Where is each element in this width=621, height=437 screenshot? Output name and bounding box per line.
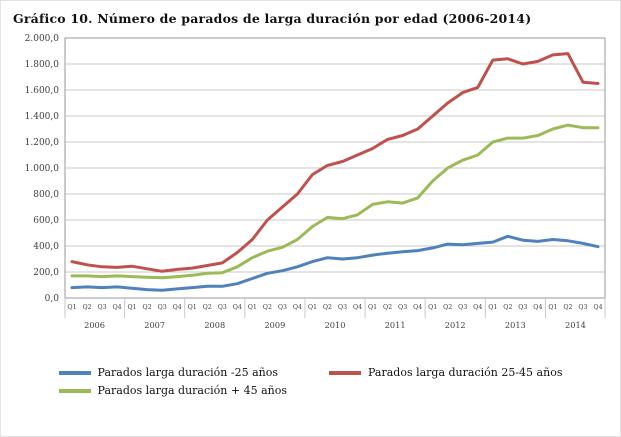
x-axis-quarter-label: Q3 [158,304,167,311]
y-axis-tick-label: 800,0 [33,190,59,200]
x-axis-quarter-label: Q1 [308,304,317,311]
x-axis-quarter-label: Q1 [548,304,557,311]
x-axis-quarter-label: Q1 [128,304,137,311]
legend-line-marker [58,370,91,375]
legend-item: Parados larga duración -25 años [58,366,287,379]
x-axis-year-label: 2006 [84,320,105,330]
x-axis-quarter-label: Q3 [398,304,407,311]
x-axis-quarter-label: Q2 [503,304,512,311]
series-line [70,52,600,273]
x-axis-year-label: 2012 [445,320,466,330]
x-axis-quarter-label: Q2 [263,304,272,311]
x-axis-quarter-label: Q4 [473,304,482,311]
x-axis-quarter-label: Q2 [383,304,392,311]
x-axis-quarter-label: Q2 [563,304,572,311]
y-axis-tick-label: 0,0 [45,294,60,304]
chart-area: 0,0 200,0 400,0 600,0 800,0 1.000,0 1.200,0 1.4… [7,30,616,364]
x-axis-quarter-label: Q2 [203,304,212,311]
x-axis-quarter-label: Q4 [233,304,242,311]
x-axis-quarter-label: Q3 [97,304,106,311]
x-axis-quarter-label: Q1 [428,304,437,311]
x-axis-year-label: 2011 [385,320,406,330]
x-axis-year-label: 2007 [144,320,165,330]
line-chart: 0,0 200,0 400,0 600,0 800,0 1.000,0 1.200,0 1.4… [25,34,606,330]
x-axis-quarter-label: Q3 [518,304,527,311]
x-axis-quarter-label: Q1 [188,304,197,311]
x-axis-quarter-label: Q4 [353,304,362,311]
x-axis-quarter-label: Q4 [173,304,182,311]
x-axis-year-label: 2010 [325,320,346,330]
x-axis-quarter-label: Q1 [67,304,76,311]
x-axis-quarter-label: Q3 [278,304,287,311]
legend-item: Parados larga duración + 45 años [58,384,287,397]
series-line [70,123,600,280]
x-axis-quarter-label: Q2 [82,304,91,311]
plot-frame [64,37,606,299]
y-axis-tick-label: 1.800,0 [25,60,60,70]
legend-line-marker [329,370,361,375]
y-axis-tick-label: 1.200,0 [25,138,60,148]
x-axis-quarter-label: Q1 [368,304,377,311]
legend-label: Parados larga duración -25 años [97,366,278,379]
x-axis-quarter-label: Q4 [293,304,302,311]
legend-label: Parados larga duración 25-45 años [368,366,563,379]
x-axis-year-label: 2008 [204,320,225,330]
x-axis-year-label: 2013 [505,320,526,330]
x-axis-quarter-label: Q4 [413,304,422,311]
y-axis-tick-label: 400,0 [33,242,59,252]
x-axis-quarter-label: Q4 [593,304,602,311]
x-axis-year-label: 2009 [264,320,285,330]
legend-item: Parados larga duración 25-45 años [329,366,562,379]
legend-line-marker [58,388,91,393]
y-axis-tick-label: 2.000,0 [25,34,60,44]
series-line [70,234,600,292]
x-axis-quarter-label: Q2 [323,304,332,311]
x-axis-quarter-label: Q4 [533,304,542,311]
y-axis-tick-label: 1.000,0 [25,164,60,174]
y-axis-tick-label: 1.400,0 [25,112,60,122]
x-axis-quarter-label: Q1 [488,304,497,311]
y-axis-tick-label: 600,0 [33,216,59,226]
x-axis-quarter-label: Q3 [338,304,347,311]
legend: Parados larga duración -25 años Parados l… [1,366,620,397]
y-axis-tick-label: 1.600,0 [25,86,60,96]
chart-title: Gráfico 10. Número de parados de larga d… [13,11,532,26]
x-axis-quarter-label: Q4 [112,304,121,311]
x-axis-quarter-label: Q2 [443,304,452,311]
x-axis-quarter-label: Q3 [458,304,467,311]
legend-label: Parados larga duración + 45 años [97,384,287,397]
x-axis-year-label: 2014 [565,320,586,330]
x-axis-quarter-label: Q3 [218,304,227,311]
y-axis-tick-label: 200,0 [33,268,59,278]
x-axis-quarter-label: Q1 [248,304,257,311]
x-axis-quarter-label: Q2 [143,304,152,311]
x-axis-quarter-label: Q3 [578,304,587,311]
